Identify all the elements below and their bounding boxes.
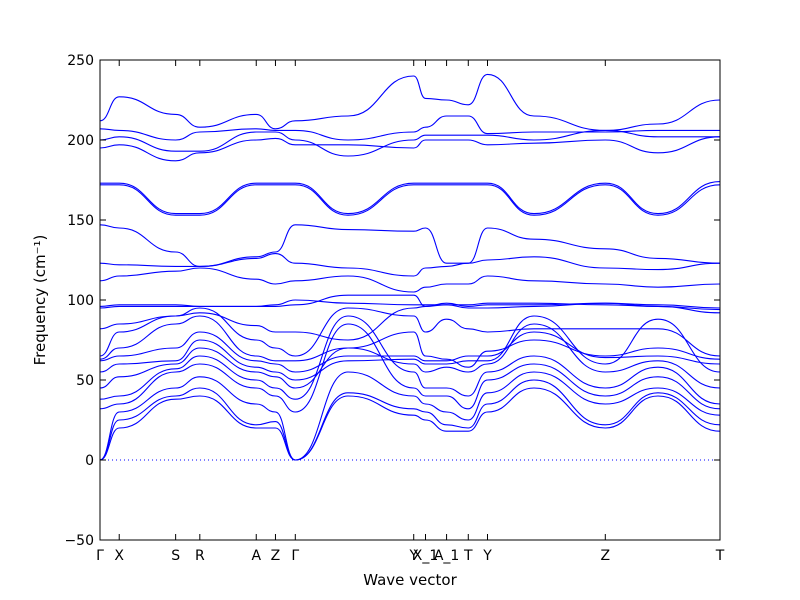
band-line-16	[100, 184, 721, 216]
band-line-8	[99, 315, 721, 368]
y-tick-label: 150	[67, 213, 94, 229]
band-line-14	[99, 253, 721, 277]
band-line-5	[99, 323, 721, 389]
band-line-12	[99, 299, 721, 311]
band-line-6	[99, 315, 721, 381]
x-tick-label: R	[195, 548, 205, 564]
band-line-13	[99, 267, 721, 293]
series-layer	[99, 73, 721, 461]
x-tick-label: A	[251, 548, 261, 564]
y-axis-label: Frequency (cm⁻¹)	[31, 235, 49, 366]
y-tick-label: 250	[67, 53, 94, 69]
x-tick-label: X_1	[413, 548, 439, 564]
band-line-17	[100, 181, 721, 215]
x-tick-label: Y	[482, 548, 492, 564]
x-tick-label: Γ	[96, 548, 104, 564]
x-tick-label: Z	[271, 548, 281, 564]
band-line-2	[99, 371, 721, 461]
x-tick-label: X	[114, 548, 124, 564]
x-tick-label: Γ	[291, 548, 299, 564]
band-line-19	[99, 129, 721, 157]
band-line-3	[99, 323, 721, 413]
x-axis-label: Wave vector	[363, 571, 457, 589]
x-tick-label: A_1	[434, 548, 459, 564]
plot-frame	[99, 59, 721, 541]
y-tick-label: 100	[67, 293, 94, 309]
band-line-18	[99, 136, 721, 162]
band-line-21	[99, 73, 721, 131]
band-line-1	[99, 379, 721, 461]
band-line-15	[99, 224, 721, 267]
band-line-7	[99, 331, 721, 373]
band-line-10	[99, 302, 721, 341]
x-tick-label: Z	[601, 548, 611, 564]
band-line-0	[99, 387, 721, 461]
y-tick-label: 50	[76, 373, 94, 389]
x-tick-label: T	[463, 548, 473, 564]
y-tick-label: 0	[85, 453, 94, 469]
band-line-9	[99, 307, 721, 357]
x-tick-label: S	[171, 548, 180, 564]
y-tick-label: −50	[64, 533, 94, 549]
y-tick-label: 200	[67, 133, 94, 149]
band-line-4	[99, 315, 721, 405]
x-tick-label: T	[715, 548, 725, 564]
band-line-20	[99, 115, 720, 141]
x-tick-label: Y	[408, 548, 418, 564]
